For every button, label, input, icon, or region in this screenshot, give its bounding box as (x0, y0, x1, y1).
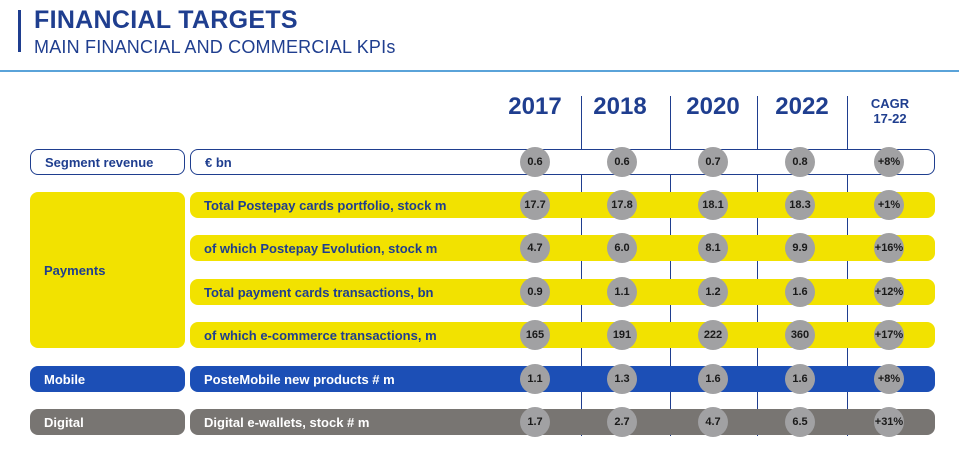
value-circle: 4.7 (698, 407, 728, 437)
kpi-row-digital-wallets: Digital e-wallets, stock # m (190, 409, 935, 435)
value-circle: 1.3 (607, 364, 637, 394)
column-separator (847, 96, 848, 436)
value-circle: 222 (698, 320, 728, 350)
value-circle: 6.5 (785, 407, 815, 437)
cagr-header-line2: 17-22 (873, 111, 907, 126)
kpi-label: Total Postepay cards portfolio, stock m (204, 197, 447, 213)
value-circle: 1.7 (520, 407, 550, 437)
column-separator (670, 96, 671, 436)
value-circle: 2.7 (607, 407, 637, 437)
value-circle: 9.9 (785, 233, 815, 263)
cagr-value-circle: +12% (874, 277, 904, 307)
cagr-header-line1: CAGR (870, 96, 910, 111)
kpi-label: of which e-commerce transactions, m (204, 327, 437, 343)
cagr-value-circle: +17% (874, 320, 904, 350)
page-title: FINANCIAL TARGETS (34, 6, 298, 34)
value-circle: 8.1 (698, 233, 728, 263)
header-divider (0, 70, 959, 72)
kpi-label: PosteMobile new products # m (204, 371, 395, 387)
page-subtitle: MAIN FINANCIAL AND COMMERCIAL KPIs (34, 37, 396, 57)
category-digital: Digital (30, 409, 185, 435)
value-circle: 17.7 (520, 190, 550, 220)
year-header-2017: 2017 (508, 93, 562, 120)
value-circle: 0.6 (520, 147, 550, 177)
year-header-2020: 2020 (686, 93, 740, 120)
year-header-2022: 2022 (775, 93, 829, 120)
value-circle: 6.0 (607, 233, 637, 263)
title-accent-bar (18, 10, 21, 52)
kpi-row-card-transactions: Total payment cards transactions, bn (190, 279, 935, 305)
value-circle: 4.7 (520, 233, 550, 263)
kpi-row-postepay-evolution: of which Postepay Evolution, stock m (190, 235, 935, 261)
value-circle: 0.9 (520, 277, 550, 307)
category-segment-revenue: Segment revenue (30, 149, 185, 175)
kpi-label: € bn (205, 154, 232, 170)
kpi-label: of which Postepay Evolution, stock m (204, 240, 438, 256)
value-circle: 18.1 (698, 190, 728, 220)
category-mobile: Mobile (30, 366, 185, 392)
value-circle: 165 (520, 320, 550, 350)
kpi-row-ecommerce-transactions: of which e-commerce transactions, m (190, 322, 935, 348)
value-circle: 1.2 (698, 277, 728, 307)
cagr-value-circle: +1% (874, 190, 904, 220)
year-header-2018: 2018 (593, 93, 647, 120)
value-circle: 17.8 (607, 190, 637, 220)
cagr-value-circle: +8% (874, 147, 904, 177)
column-separator (581, 96, 582, 436)
value-circle: 0.7 (698, 147, 728, 177)
value-circle: 18.3 (785, 190, 815, 220)
kpi-label: Total payment cards transactions, bn (204, 284, 434, 300)
cagr-value-circle: +8% (874, 364, 904, 394)
kpi-label: Digital e-wallets, stock # m (204, 414, 370, 430)
value-circle: 1.6 (785, 364, 815, 394)
value-circle: 0.8 (785, 147, 815, 177)
cagr-value-circle: +16% (874, 233, 904, 263)
category-payments: Payments (30, 192, 185, 348)
kpi-row-postepay-portfolio: Total Postepay cards portfolio, stock m (190, 192, 935, 218)
value-circle: 1.1 (520, 364, 550, 394)
kpi-row-segment-revenue: € bn (190, 149, 935, 175)
kpi-row-postemobile: PosteMobile new products # m (190, 366, 935, 392)
value-circle: 1.6 (698, 364, 728, 394)
value-circle: 360 (785, 320, 815, 350)
value-circle: 0.6 (607, 147, 637, 177)
value-circle: 1.1 (607, 277, 637, 307)
cagr-value-circle: +31% (874, 407, 904, 437)
value-circle: 191 (607, 320, 637, 350)
cagr-header: CAGR 17-22 (855, 96, 925, 126)
value-circle: 1.6 (785, 277, 815, 307)
column-separator (757, 96, 758, 436)
